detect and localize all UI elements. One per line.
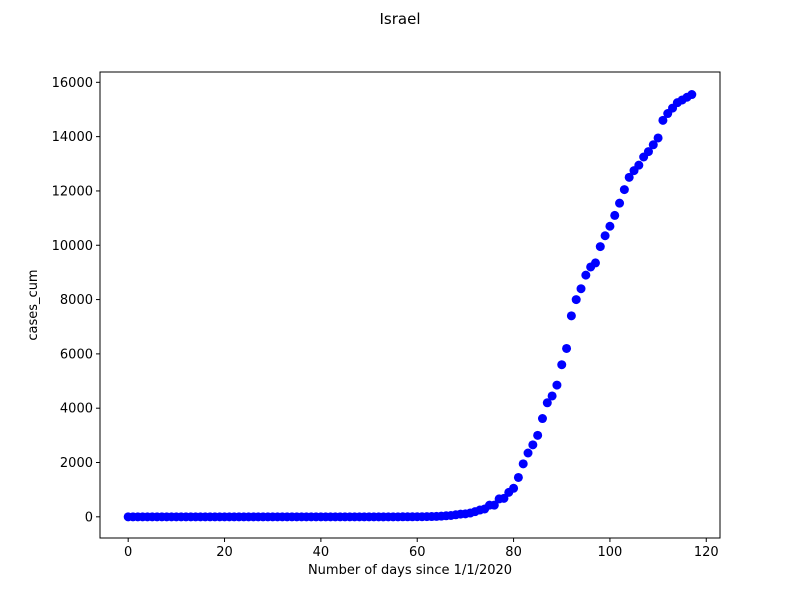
- y-tick-label: 0: [85, 510, 93, 525]
- data-point: [595, 242, 605, 252]
- data-point: [590, 258, 600, 268]
- y-tick-label: 6000: [60, 347, 93, 362]
- data-point: [489, 500, 499, 510]
- points-layer: [123, 90, 697, 522]
- data-point: [619, 185, 629, 195]
- data-point: [610, 210, 620, 220]
- x-tick-label: 120: [694, 545, 719, 560]
- data-point: [557, 360, 567, 370]
- plot-frame: [99, 71, 721, 539]
- data-point: [528, 440, 538, 450]
- y-tick-label: 16000: [52, 76, 93, 91]
- y-tick-label: 4000: [60, 402, 93, 417]
- data-point: [658, 115, 668, 125]
- data-point: [547, 391, 557, 401]
- data-point: [499, 493, 509, 503]
- y-tick-label: 14000: [52, 130, 93, 145]
- y-tick-label: 2000: [60, 456, 93, 471]
- data-point: [571, 295, 581, 305]
- data-point: [537, 414, 547, 424]
- x-tick-label: 0: [124, 545, 132, 560]
- y-tick-label: 12000: [52, 184, 93, 199]
- data-point: [624, 172, 634, 182]
- data-point: [513, 472, 523, 482]
- data-point: [600, 231, 610, 241]
- y-tick-label: 10000: [52, 239, 93, 254]
- data-point: [523, 448, 533, 458]
- data-point: [576, 284, 586, 294]
- y-axis-label: cases_cum: [26, 269, 41, 340]
- data-point: [552, 380, 562, 390]
- data-point: [634, 160, 644, 170]
- x-tick-label: 100: [598, 545, 623, 560]
- data-point: [581, 270, 591, 280]
- chart-title: Israel: [380, 10, 421, 28]
- data-point: [605, 221, 615, 231]
- x-axis-label: Number of days since 1/1/2020: [308, 563, 512, 578]
- data-point: [533, 430, 543, 440]
- data-point: [643, 147, 653, 157]
- data-point: [687, 90, 697, 100]
- x-tick-label: 20: [216, 545, 233, 560]
- data-point: [653, 133, 663, 143]
- y-axis-ticks: 0 2000 4000 6000 8000 10000 12000 14000 16000: [52, 76, 100, 525]
- data-point: [542, 398, 552, 408]
- data-point: [648, 140, 658, 150]
- x-tick-label: 60: [409, 545, 426, 560]
- data-point: [518, 459, 528, 469]
- data-point: [562, 343, 572, 353]
- y-tick-label: 8000: [60, 293, 93, 308]
- data-point: [615, 198, 625, 208]
- x-tick-label: 40: [313, 545, 330, 560]
- x-tick-label: 80: [505, 545, 522, 560]
- data-point: [566, 311, 576, 321]
- x-axis-ticks: 0 20 40 60 80 100 120: [124, 538, 719, 560]
- data-point: [509, 483, 519, 493]
